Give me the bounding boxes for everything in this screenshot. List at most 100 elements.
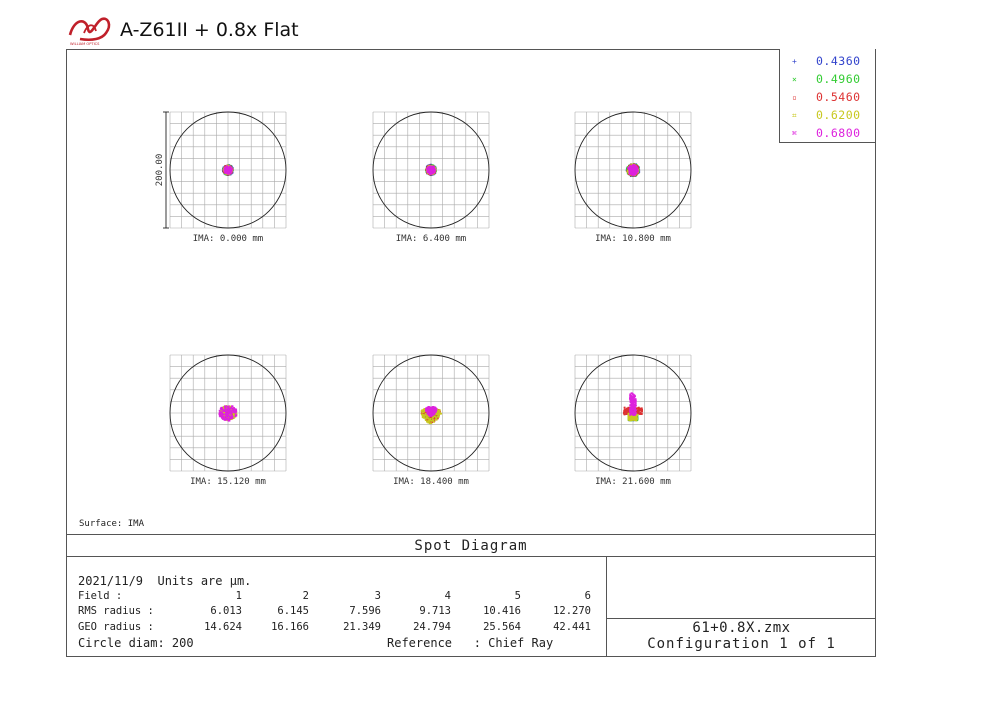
spot-point xyxy=(218,414,221,417)
spot-point xyxy=(225,405,228,408)
spot-point xyxy=(423,410,426,413)
spot-point xyxy=(234,415,237,418)
spot-point xyxy=(425,413,428,416)
legend-label: 0.5460 xyxy=(816,90,861,104)
geo-row-label: GEO radius : xyxy=(78,621,154,633)
legend-item: ⌗ 0.6200 xyxy=(780,108,877,126)
spot-panel: IMA: 6.400 mm xyxy=(372,111,490,244)
spot-point xyxy=(429,417,432,420)
field-label: IMA: 18.400 mm xyxy=(393,477,469,487)
spot-point xyxy=(631,395,634,398)
spot-point xyxy=(433,166,435,169)
table-cell: 21.349 xyxy=(343,621,381,633)
spot-point xyxy=(226,171,228,174)
spot-point xyxy=(431,414,434,417)
spot-point xyxy=(430,419,433,422)
spot-point xyxy=(435,417,438,420)
spot-point xyxy=(429,418,432,421)
spot-point xyxy=(230,411,233,413)
scale-label: 200.00 xyxy=(155,154,165,187)
spot-point xyxy=(430,412,433,415)
airy-circle xyxy=(574,111,692,229)
spot-point xyxy=(431,412,434,415)
spot-point xyxy=(219,411,222,414)
spot-point xyxy=(638,413,641,415)
field-label: IMA: 0.000 mm xyxy=(193,234,263,244)
spot-point xyxy=(228,165,231,168)
spot-panel: IMA: 18.400 mm xyxy=(372,354,490,487)
spot-point xyxy=(433,415,436,418)
spot-point xyxy=(627,407,630,410)
spot-point xyxy=(221,417,224,420)
spot-point xyxy=(226,165,228,167)
legend-label: 0.4960 xyxy=(816,72,861,86)
info-box xyxy=(66,556,876,657)
spot-point xyxy=(427,417,430,420)
spot-point xyxy=(427,405,430,408)
spot-point xyxy=(636,409,639,412)
spot-point xyxy=(632,412,635,415)
spot-point xyxy=(632,411,634,414)
cross-marker-icon: × xyxy=(792,75,797,84)
spot-point xyxy=(222,411,225,414)
spot-point xyxy=(631,401,634,404)
spot-point xyxy=(220,416,223,419)
spot-point xyxy=(434,407,437,410)
airy-circle xyxy=(372,111,490,229)
spot-point xyxy=(632,406,635,409)
spot-point xyxy=(436,417,439,420)
spot-point xyxy=(634,402,637,405)
spot-point xyxy=(634,409,637,412)
spot-point xyxy=(426,412,429,415)
table-cell: 14.624 xyxy=(204,621,242,633)
spot-point xyxy=(432,406,435,409)
spot-point xyxy=(421,415,424,418)
spot-point xyxy=(630,417,632,420)
spot-point xyxy=(430,413,432,416)
spot-point xyxy=(422,414,424,416)
table-cell: 42.441 xyxy=(553,621,591,633)
spot-point xyxy=(628,168,630,171)
spot-point xyxy=(629,401,632,404)
spot-point xyxy=(426,419,429,422)
date-units: 2021/11/9 Units are µm. xyxy=(78,574,252,588)
spot-point xyxy=(225,169,228,172)
spot-point xyxy=(426,415,429,418)
spot-point xyxy=(432,416,435,419)
spot-point xyxy=(628,170,631,172)
spot-point xyxy=(629,410,632,413)
spot-point xyxy=(433,408,436,410)
spot-point xyxy=(431,169,434,172)
spot-point xyxy=(635,416,638,419)
surface-label: Surface: IMA xyxy=(79,519,145,529)
spot-point xyxy=(632,393,634,396)
spot-point xyxy=(426,414,429,416)
spot-point xyxy=(432,408,435,411)
logo-text: WILLIAM OPTICS xyxy=(70,42,100,46)
legend-label: 0.6200 xyxy=(816,108,861,122)
spot-points xyxy=(622,392,643,422)
spot-point xyxy=(429,409,432,412)
spot-point xyxy=(635,169,638,172)
spot-point xyxy=(427,418,430,421)
spot-point xyxy=(226,407,229,410)
spot-point xyxy=(426,415,428,418)
spot-point xyxy=(629,168,632,171)
field-label: IMA: 10.800 mm xyxy=(595,234,671,244)
spot-point xyxy=(634,400,637,402)
spot-point xyxy=(422,416,425,419)
spot-point xyxy=(224,166,226,169)
spot-point xyxy=(425,407,427,410)
spot-point xyxy=(224,418,227,421)
spot-point xyxy=(426,420,429,423)
spot-point xyxy=(225,167,228,170)
spot-point xyxy=(426,406,429,409)
spot-panel: IMA: 15.120 mm xyxy=(169,354,287,487)
spot-point xyxy=(631,406,634,409)
spot-point xyxy=(631,415,633,418)
spot-point xyxy=(423,414,425,417)
spot-point xyxy=(631,413,634,416)
spot-point xyxy=(227,418,230,421)
spot-point xyxy=(628,416,631,419)
spot-point xyxy=(430,406,433,409)
